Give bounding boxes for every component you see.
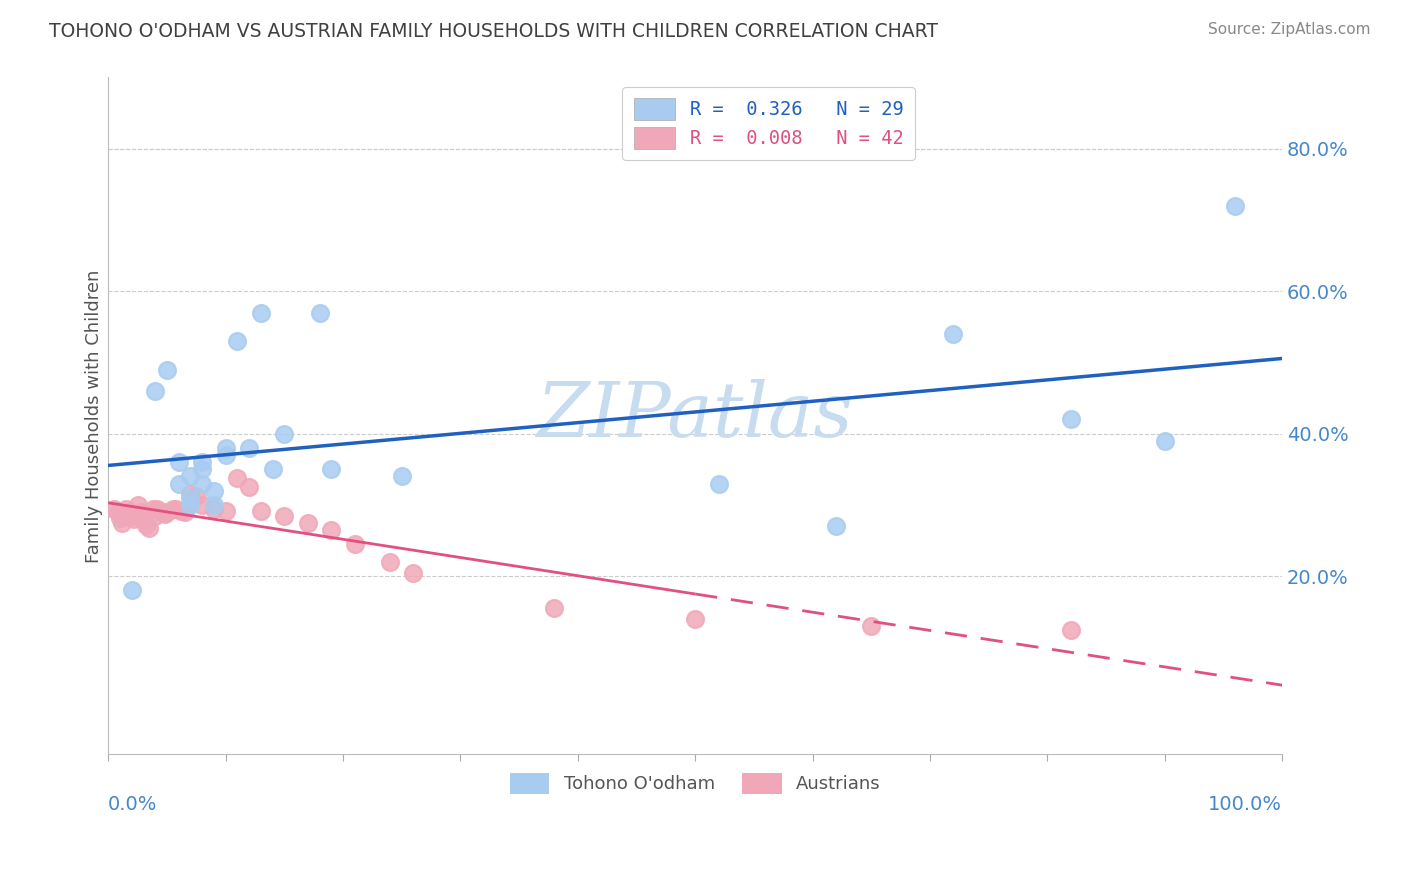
Point — [202, 498, 225, 512]
Point — [191, 455, 214, 469]
Point — [321, 462, 343, 476]
Point — [321, 523, 343, 537]
Point — [167, 455, 190, 469]
Point — [402, 566, 425, 580]
Point — [191, 462, 214, 476]
Point — [162, 501, 184, 516]
Point — [262, 462, 284, 476]
Point — [683, 612, 706, 626]
Point — [186, 490, 208, 504]
Point — [249, 305, 271, 319]
Text: 0.0%: 0.0% — [108, 795, 157, 814]
Legend: Tohono O'odham, Austrians: Tohono O'odham, Austrians — [501, 764, 890, 803]
Text: ZIPatlas: ZIPatlas — [537, 379, 853, 453]
Point — [214, 448, 236, 462]
Text: TOHONO O'ODHAM VS AUSTRIAN FAMILY HOUSEHOLDS WITH CHILDREN CORRELATION CHART: TOHONO O'ODHAM VS AUSTRIAN FAMILY HOUSEH… — [49, 22, 938, 41]
Point — [170, 503, 193, 517]
Point — [226, 471, 249, 485]
Point — [114, 501, 136, 516]
Point — [114, 508, 136, 523]
Point — [1153, 434, 1175, 448]
Point — [127, 498, 149, 512]
Point — [238, 441, 260, 455]
Point — [142, 501, 165, 516]
Point — [378, 555, 401, 569]
Point — [214, 503, 236, 517]
Point — [132, 512, 155, 526]
Point — [143, 384, 166, 398]
Point — [156, 505, 179, 519]
Point — [179, 491, 201, 505]
Point — [202, 501, 225, 516]
Point — [942, 326, 965, 341]
Text: 100.0%: 100.0% — [1208, 795, 1282, 814]
Point — [273, 508, 295, 523]
Point — [1060, 412, 1083, 426]
Point — [135, 517, 157, 532]
Point — [860, 619, 883, 633]
Point — [707, 476, 730, 491]
Point — [226, 334, 249, 348]
Point — [138, 521, 160, 535]
Point — [825, 519, 848, 533]
Point — [121, 508, 143, 523]
Point — [122, 512, 145, 526]
Point — [391, 469, 413, 483]
Point — [121, 583, 143, 598]
Point — [165, 501, 187, 516]
Point — [129, 505, 152, 519]
Point — [108, 510, 131, 524]
Point — [238, 480, 260, 494]
Point — [107, 505, 129, 519]
Point — [179, 487, 201, 501]
Point — [179, 498, 201, 512]
Point — [343, 537, 366, 551]
Point — [118, 505, 141, 519]
Point — [156, 362, 179, 376]
Point — [1060, 623, 1083, 637]
Point — [214, 441, 236, 455]
Point — [308, 305, 330, 319]
Point — [150, 505, 173, 519]
Point — [111, 516, 134, 530]
Point — [297, 516, 319, 530]
Point — [103, 501, 125, 516]
Y-axis label: Family Households with Children: Family Households with Children — [86, 269, 103, 563]
Point — [143, 508, 166, 523]
Point — [543, 601, 565, 615]
Point — [146, 501, 169, 516]
Point — [249, 503, 271, 517]
Point — [153, 507, 176, 521]
Point — [173, 505, 195, 519]
Point — [1225, 199, 1247, 213]
Text: Source: ZipAtlas.com: Source: ZipAtlas.com — [1208, 22, 1371, 37]
Point — [202, 483, 225, 498]
Point — [167, 476, 190, 491]
Point — [191, 476, 214, 491]
Point — [179, 469, 201, 483]
Point — [273, 426, 295, 441]
Point — [191, 498, 214, 512]
